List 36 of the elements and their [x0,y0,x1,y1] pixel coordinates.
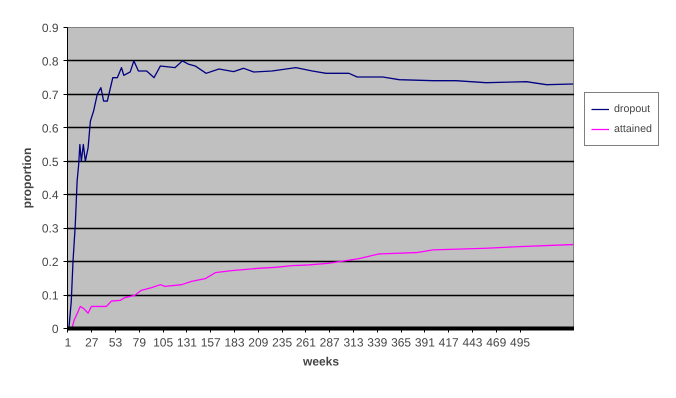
x-tick-label: 495 [510,336,530,350]
y-tick-label: 0 [52,322,59,336]
line-series [71,244,574,328]
y-tick-label: 0.1 [42,288,59,303]
y-tick-label: 0.4 [42,188,59,202]
y-tick-label: 0.2 [42,255,59,270]
x-tick-label: 339 [367,336,388,350]
x-tick-label: 287 [320,336,340,350]
x-tick-label: 183 [224,336,245,350]
y-tick-label: 0.8 [42,54,59,68]
x-tick-label: 157 [200,336,222,350]
y-tick-label: 0.6 [42,121,59,136]
line-series [68,60,574,328]
x-tick-label: 261 [296,336,316,350]
x-tick-label: 365 [391,336,412,350]
x-tick-label: 313 [343,336,364,350]
legend-label: attained [614,123,652,135]
x-tick-label: 443 [462,336,483,350]
x-tick-label: 105 [153,336,174,350]
x-tick-label: 131 [176,336,198,350]
x-tick-label: 209 [248,336,269,350]
x-tick-label: 53 [108,336,123,350]
y-tick-label: 0.5 [42,154,59,169]
x-tick-label: 27 [85,336,99,350]
x-tick-label: 235 [272,336,292,350]
x-tick-label: 1 [64,336,72,350]
y-tick-label: 0.7 [42,88,59,102]
x-tick-label: 391 [414,336,436,350]
x-tick-label: 469 [486,336,507,350]
y-tick-label: 0.9 [42,21,59,35]
y-axis-title: proportion [20,148,34,208]
legend-label: dropout [614,103,650,115]
y-tick-label: 0.3 [42,222,59,236]
x-axis-title: weeks [302,354,340,368]
x-tick-label: 79 [132,336,146,350]
x-tick-label: 417 [438,336,459,350]
